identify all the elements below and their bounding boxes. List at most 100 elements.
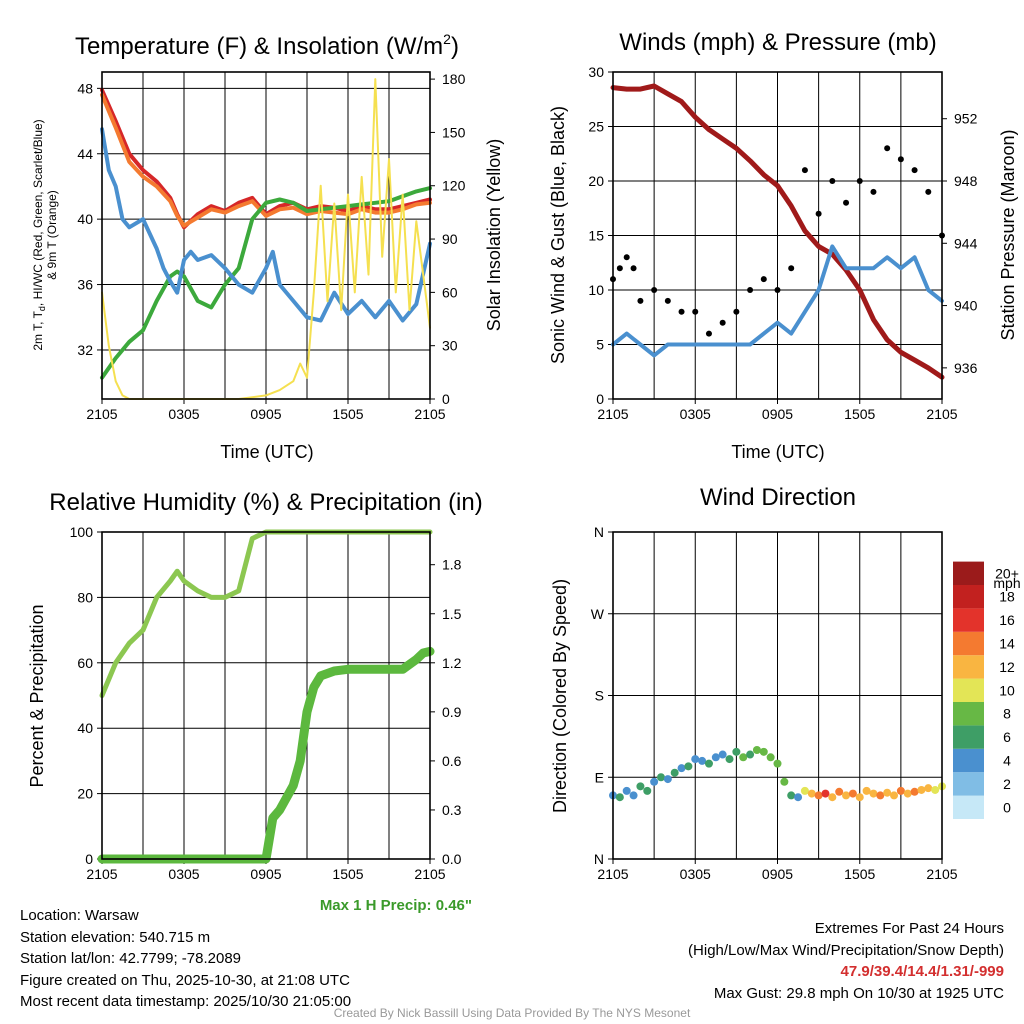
direction-point <box>855 793 864 802</box>
direction-point <box>903 789 912 798</box>
direction-point <box>704 759 713 768</box>
gust-point <box>774 287 781 293</box>
gust-point <box>788 265 795 272</box>
extremes-box: Extremes For Past 24 Hours (High/Low/Max… <box>688 918 1004 1004</box>
direction-point <box>732 747 741 756</box>
wind-direction-ylabel: Direction (Colored By Speed) <box>550 579 570 813</box>
direction-point <box>862 786 871 795</box>
direction-point <box>670 768 679 777</box>
direction-point <box>807 789 816 798</box>
direction-point <box>869 789 878 798</box>
winds-xlabel: Time (UTC) <box>731 442 824 462</box>
direction-point <box>896 786 905 795</box>
location-text: Location: Warsaw <box>20 907 139 924</box>
y-right-tick-label: 150 <box>442 124 466 140</box>
direction-point <box>766 753 775 762</box>
gust-point <box>925 188 932 195</box>
x-tick-label: 0905 <box>250 866 281 882</box>
y-right-tick-label: 0.3 <box>442 802 462 818</box>
extremes-title: Extremes For Past 24 Hours <box>814 920 1004 937</box>
direction-point <box>629 791 638 800</box>
elevation-text: Station elevation: 540.715 m <box>20 928 211 946</box>
x-tick-label: 2105 <box>86 866 117 882</box>
direction-point <box>636 782 645 791</box>
y-tick-label: 60 <box>77 655 93 671</box>
temperature-title: Temperature (F) & Insolation (W/m2) <box>75 31 459 60</box>
colorbar-label: 20+ <box>995 565 1019 581</box>
x-tick-label: 0305 <box>680 866 711 882</box>
gust-point <box>733 308 740 315</box>
gust-point <box>897 156 904 163</box>
winds-panel: Winds (mph) & Pressure (mb) Sonic Wind &… <box>548 29 1018 462</box>
y-right-tick-label: 0 <box>442 391 450 407</box>
gust-point <box>856 178 863 184</box>
gust-point <box>678 308 685 315</box>
precipitation-series <box>97 646 435 864</box>
direction-point <box>677 764 686 773</box>
x-tick-label: 2105 <box>86 406 117 422</box>
gust-point <box>760 276 767 283</box>
p2-grid <box>608 71 947 404</box>
direction-point <box>725 755 734 764</box>
direction-point <box>650 777 659 786</box>
direction-point <box>917 785 926 794</box>
y-tick-label: 44 <box>77 146 93 162</box>
direction-point <box>739 753 748 762</box>
direction-point <box>828 793 837 802</box>
colorbar-label: 10 <box>999 682 1015 698</box>
colorbar-swatch <box>953 608 984 632</box>
y-tick-label: 20 <box>588 173 604 189</box>
y-tick-label: N <box>594 851 604 867</box>
direction-point <box>842 791 851 800</box>
y-tick-label: 30 <box>588 64 604 80</box>
direction-point <box>931 785 940 794</box>
direction-point <box>910 787 919 796</box>
y-tick-label: 40 <box>77 211 93 227</box>
colorbar-swatch <box>953 702 984 726</box>
x-tick-label: 0305 <box>168 406 199 422</box>
colorbar-swatch <box>953 748 984 773</box>
colorbar-swatch <box>953 585 984 609</box>
y-tick-label: 0 <box>596 391 604 407</box>
colorbar-unit: mph <box>993 575 1020 591</box>
gust-point <box>630 265 637 272</box>
y-tick-label: S <box>595 688 604 704</box>
colorbar-label: 16 <box>999 612 1015 628</box>
colorbar-label: 0 <box>1003 799 1011 815</box>
pressure-series <box>610 83 945 380</box>
temperature-series-td <box>100 186 432 380</box>
x-tick-label: 0305 <box>680 406 711 422</box>
direction-point <box>622 786 631 795</box>
direction-point <box>794 793 803 802</box>
station-info: Location: Warsaw Station elevation: 540.… <box>20 905 351 1013</box>
x-tick-label: 1505 <box>844 406 875 422</box>
gust-point <box>616 265 623 272</box>
y-right-tick-label: 936 <box>954 360 978 376</box>
wind-direction-plot-frame <box>612 531 943 860</box>
y-right-tick-label: 952 <box>954 111 978 127</box>
colorbar-label: 18 <box>999 589 1015 605</box>
y-tick-label: 0 <box>85 851 93 867</box>
colorbar-label: 2 <box>1003 776 1011 792</box>
direction-point <box>773 759 782 768</box>
wind-direction-title: Wind Direction <box>700 484 856 511</box>
gust-point <box>664 297 671 304</box>
p4-grid <box>608 531 943 864</box>
precip-max-annotation: Max 1 H Precip: 0.46" <box>320 897 472 914</box>
y-right-tick-label: 1.8 <box>442 557 462 573</box>
winds-plot-frame <box>612 71 943 400</box>
y-right-tick-label: 944 <box>954 235 978 251</box>
y-tick-label: 10 <box>588 282 604 298</box>
gust-point <box>651 287 658 293</box>
y-right-tick-label: 180 <box>442 71 466 87</box>
direction-point <box>890 791 899 800</box>
gust-point <box>843 199 850 206</box>
direction-point <box>876 791 885 800</box>
temperature-series-hi-wc <box>100 127 432 323</box>
direction-point <box>780 777 789 786</box>
x-tick-label: 1505 <box>332 406 363 422</box>
y-tick-label: 80 <box>77 589 93 605</box>
y-tick-label: 36 <box>77 277 93 293</box>
x-tick-label: 0905 <box>762 406 793 422</box>
